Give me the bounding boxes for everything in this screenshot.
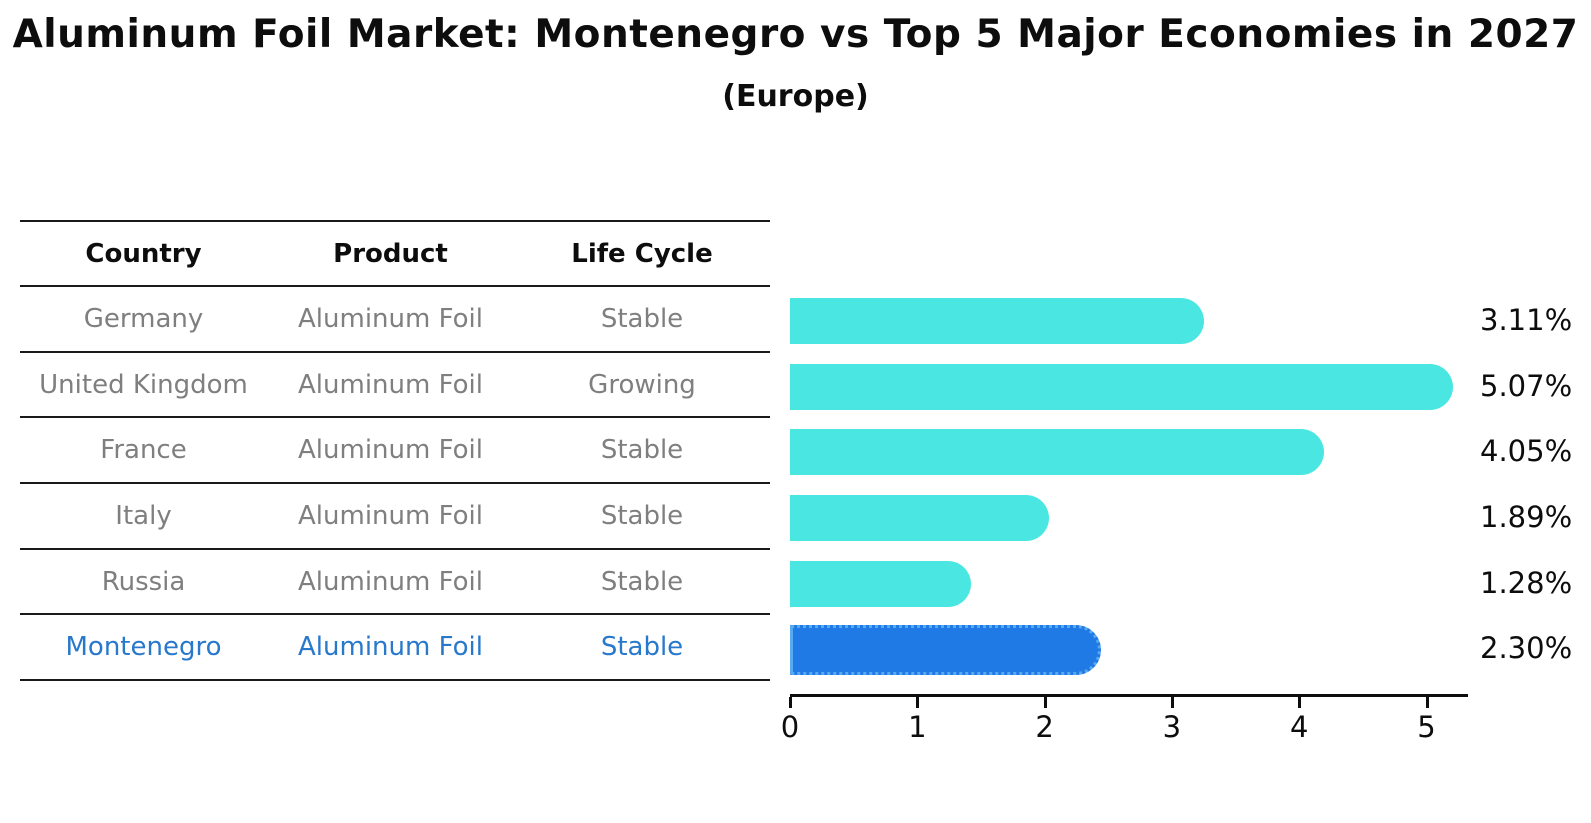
bar-united-kingdom xyxy=(790,363,1454,410)
bar-value-label: 5.07% xyxy=(1480,368,1573,403)
bar-plot-area xyxy=(790,287,1468,682)
x-axis: 0 1 2 3 4 5 xyxy=(781,694,1468,754)
x-axis-tick-mark xyxy=(1043,697,1047,708)
bar-value-label: 4.05% xyxy=(1480,434,1573,469)
x-axis-tick-mark xyxy=(1170,697,1174,708)
table-cell-life-cycle: Stable xyxy=(600,435,684,466)
table-cell-life-cycle: Stable xyxy=(600,566,684,597)
bar-value-label: 2.30% xyxy=(1480,631,1573,666)
table-row: France Aluminum Foil Stable xyxy=(20,418,770,485)
table-row: Germany Aluminum Foil Stable xyxy=(20,287,770,353)
table-header-row: Country Product Life Cycle xyxy=(20,220,770,287)
x-axis-tick-mark xyxy=(1425,697,1429,708)
table-row: Montenegro Aluminum Foil Stable xyxy=(20,615,770,682)
x-axis-tick-mark xyxy=(1298,697,1302,708)
x-axis-tick-mark xyxy=(789,697,792,708)
column-header-life-cycle: Life Cycle xyxy=(571,238,713,269)
x-axis-tick-label: 3 xyxy=(1162,710,1182,744)
table-body: Germany Aluminum Foil Stable United Kingdom… xyxy=(20,287,770,682)
bar-germany xyxy=(790,298,1204,344)
table-cell-life-cycle: Growing xyxy=(588,369,696,400)
column-header-country: Country xyxy=(85,238,202,269)
chart-title: Aluminum Foil Market: Montenegro vs Top … xyxy=(12,12,1579,57)
x-axis-tick-label: 5 xyxy=(1417,710,1436,744)
bar-russia xyxy=(790,560,971,607)
table-cell-product: Aluminum Foil xyxy=(298,500,483,531)
table-cell-country: Germany xyxy=(83,303,204,334)
bar-italy xyxy=(790,495,1049,542)
table-row: Italy Aluminum Foil Stable xyxy=(20,484,770,550)
table-cell-country: United Kingdom xyxy=(39,369,248,400)
x-axis-tick-label: 1 xyxy=(908,710,927,744)
table-cell-product: Aluminum Foil xyxy=(298,566,483,597)
bar-montenegro xyxy=(790,624,1101,675)
table-row: Russia Aluminum Foil Stable xyxy=(20,550,770,616)
table-cell-life-cycle: Stable xyxy=(600,500,684,531)
table-cell-product: Aluminum Foil xyxy=(298,435,483,466)
x-axis-tick-label: 0 xyxy=(780,710,800,744)
table-cell-country: Italy xyxy=(115,500,172,531)
table-cell-life-cycle: Stable xyxy=(600,632,684,663)
table-row: United Kingdom Aluminum Foil Growing xyxy=(20,353,770,419)
x-axis-tick-label: 2 xyxy=(1035,710,1054,744)
table-cell-product: Aluminum Foil xyxy=(298,369,483,400)
table-cell-product: Aluminum Foil xyxy=(298,632,483,663)
x-axis-tick-label: 4 xyxy=(1289,710,1309,744)
chart-subtitle: (Europe) xyxy=(722,79,869,114)
bar-value-label: 1.28% xyxy=(1480,565,1573,600)
value-labels: 3.11% 5.07% 4.05% 1.89% 1.28% 2.30% xyxy=(1480,287,1590,682)
table-cell-life-cycle: Stable xyxy=(600,303,684,334)
x-axis-line xyxy=(790,694,1468,697)
country-table: Country Product Life Cycle Germany Alumin… xyxy=(20,220,770,682)
column-header-product: Product xyxy=(333,238,448,269)
table-cell-country: Montenegro xyxy=(65,632,222,663)
bar-france xyxy=(790,429,1324,476)
table-cell-country: France xyxy=(100,435,187,466)
x-axis-tick-mark xyxy=(916,697,920,708)
bar-value-label: 3.11% xyxy=(1480,302,1573,337)
table-cell-product: Aluminum Foil xyxy=(298,303,483,334)
bar-value-label: 1.89% xyxy=(1480,499,1573,534)
table-cell-country: Russia xyxy=(101,566,186,597)
